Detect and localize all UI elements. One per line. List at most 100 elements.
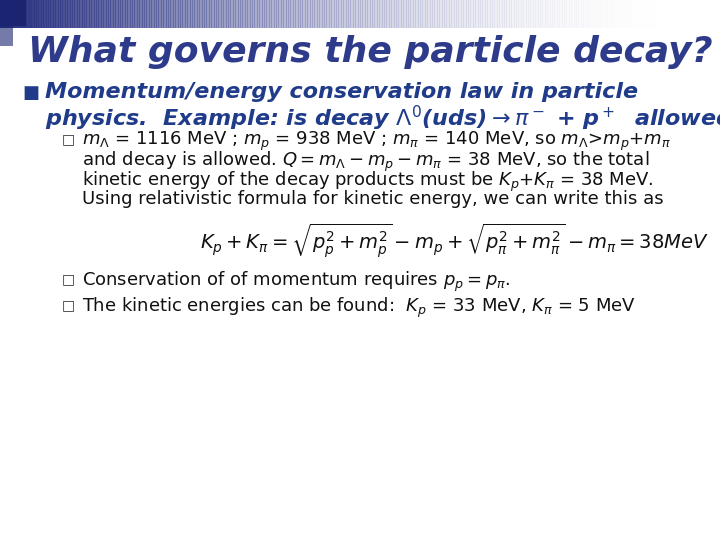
Bar	[197, 0, 200, 28]
Bar	[117, 0, 121, 28]
Bar	[391, 0, 395, 28]
Bar	[139, 0, 143, 28]
Bar	[554, 0, 558, 28]
Bar	[583, 0, 587, 28]
Bar	[281, 0, 284, 28]
Bar	[274, 0, 277, 28]
Bar	[223, 0, 227, 28]
Bar	[533, 0, 536, 28]
Bar	[446, 0, 450, 28]
Text: and decay is allowed. $Q = m_{\Lambda} - m_p - m_{\pi}$ = 38 MeV, so the total: and decay is allowed. $Q = m_{\Lambda} -…	[82, 150, 649, 174]
Bar	[403, 0, 407, 28]
Bar	[0, 0, 26, 26]
Bar	[120, 0, 123, 28]
Bar	[94, 0, 97, 28]
Text: ■: ■	[22, 84, 39, 102]
Bar	[125, 0, 128, 28]
Bar	[389, 0, 392, 28]
Bar	[27, 0, 30, 28]
Bar	[331, 0, 335, 28]
Bar	[715, 0, 719, 28]
Bar	[322, 0, 325, 28]
Bar	[552, 0, 555, 28]
Bar	[365, 0, 368, 28]
Bar	[648, 0, 652, 28]
Bar	[302, 0, 306, 28]
Bar	[348, 0, 351, 28]
Bar	[266, 0, 270, 28]
Bar	[468, 0, 472, 28]
Bar	[202, 0, 205, 28]
Bar	[677, 0, 680, 28]
Bar	[225, 0, 229, 28]
Bar	[17, 0, 20, 28]
Bar	[434, 0, 438, 28]
Bar	[643, 0, 647, 28]
Bar	[113, 0, 116, 28]
Bar	[5, 0, 8, 28]
Bar	[50, 0, 54, 28]
Bar	[502, 0, 505, 28]
Bar	[257, 0, 260, 28]
Bar	[171, 0, 174, 28]
Bar	[178, 0, 181, 28]
Bar	[684, 0, 688, 28]
Bar	[65, 0, 68, 28]
Bar	[619, 0, 623, 28]
Bar	[70, 0, 73, 28]
Bar	[81, 0, 85, 28]
Bar	[696, 0, 699, 28]
Bar	[670, 0, 673, 28]
Bar	[470, 0, 474, 28]
Bar	[459, 0, 462, 28]
Bar	[199, 0, 202, 28]
Bar	[437, 0, 440, 28]
Bar	[173, 0, 176, 28]
Bar	[444, 0, 447, 28]
Text: kinetic energy of the decay products must be $K_p$+$K_{\pi}$ = 38 MeV.: kinetic energy of the decay products mus…	[82, 170, 654, 194]
Bar	[245, 0, 248, 28]
Bar	[526, 0, 529, 28]
Bar	[168, 0, 171, 28]
Bar	[590, 0, 594, 28]
Bar	[305, 0, 308, 28]
Bar	[497, 0, 500, 28]
Bar	[53, 0, 56, 28]
Bar	[607, 0, 611, 28]
Bar	[432, 0, 436, 28]
Bar	[377, 0, 380, 28]
Bar	[238, 0, 241, 28]
Bar	[153, 0, 157, 28]
Bar	[521, 0, 524, 28]
Bar	[122, 0, 126, 28]
Bar	[430, 0, 433, 28]
Bar	[180, 0, 184, 28]
Bar	[475, 0, 479, 28]
Bar	[427, 0, 431, 28]
Bar	[110, 0, 114, 28]
Bar	[319, 0, 323, 28]
Bar	[387, 0, 390, 28]
Bar	[451, 0, 454, 28]
Bar	[351, 0, 354, 28]
Bar	[247, 0, 251, 28]
Bar	[338, 0, 342, 28]
Bar	[108, 0, 112, 28]
Bar	[595, 0, 598, 28]
Bar	[144, 0, 148, 28]
Bar	[571, 0, 575, 28]
Bar	[77, 0, 80, 28]
Bar	[650, 0, 654, 28]
Bar	[43, 0, 47, 28]
Bar	[48, 0, 51, 28]
Bar	[545, 0, 548, 28]
Bar	[194, 0, 198, 28]
Bar	[175, 0, 179, 28]
Text: $m_{\Lambda}$ = 1116 MeV ; $m_p$ = 938 MeV ; $m_{\pi}$ = 140 MeV, so $m_{\Lambda: $m_{\Lambda}$ = 1116 MeV ; $m_p$ = 938 M…	[82, 130, 671, 153]
Bar	[490, 0, 493, 28]
Bar	[701, 0, 704, 28]
Bar	[156, 0, 159, 28]
Bar	[588, 0, 591, 28]
Bar	[449, 0, 452, 28]
Bar	[115, 0, 119, 28]
